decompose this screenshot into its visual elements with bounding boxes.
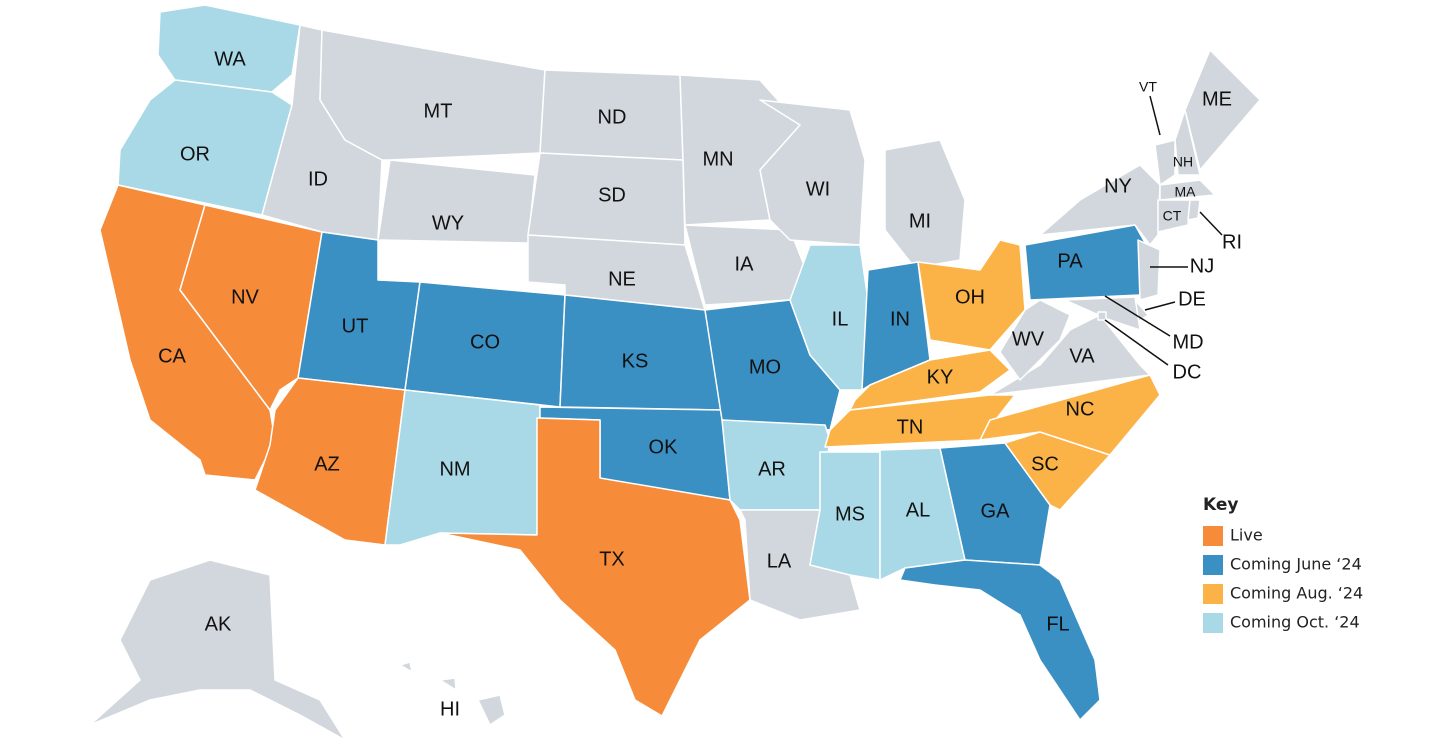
state (939, 442, 1051, 566)
state (319, 29, 546, 161)
state (439, 417, 751, 717)
key-label: Coming June ‘24 (1230, 555, 1362, 574)
state (477, 694, 506, 726)
state (117, 79, 293, 216)
state-label: SC (1031, 453, 1059, 475)
state-label: ID (308, 168, 328, 190)
key-label: Live (1230, 526, 1263, 545)
state-label: NH (1173, 154, 1193, 170)
state (884, 139, 966, 269)
state-label: KS (622, 350, 649, 372)
key-label: Coming Oct. ‘24 (1230, 613, 1360, 632)
state-label: MO (749, 356, 781, 378)
state-label: ND (598, 106, 627, 128)
state-label: MD (1172, 331, 1203, 353)
state (999, 299, 1071, 381)
state-label: FL (1046, 613, 1069, 635)
state (1184, 49, 1261, 171)
state-label: MA (1175, 184, 1197, 200)
state (1187, 199, 1201, 221)
state-label: WV (1012, 328, 1045, 350)
state (1097, 311, 1107, 321)
state-label: LA (767, 550, 792, 572)
leader-line (1104, 319, 1169, 366)
leader-line (1149, 95, 1161, 136)
state-label: ME (1202, 88, 1232, 110)
state-label: MS (835, 503, 865, 525)
state (1174, 109, 1201, 176)
state (899, 559, 1101, 721)
state-label: OH (955, 286, 985, 308)
labels: WA OR CA NV ID MT WY UT CO AZ NM ND SD NE KS OK TX MN IA MO… (158, 48, 1242, 720)
state-label: MN (702, 148, 733, 170)
state (399, 661, 413, 673)
state (917, 239, 1026, 351)
key-swatch (1203, 526, 1223, 546)
state-label: IL (832, 308, 849, 330)
state-label: CO (470, 331, 500, 353)
state-label: NY (1104, 175, 1132, 197)
state (1024, 224, 1156, 301)
state (1004, 431, 1111, 511)
state-label: AR (758, 458, 786, 480)
state-label: WY (432, 212, 464, 234)
state-label: NV (231, 286, 259, 308)
state (1157, 199, 1191, 233)
leader-line (1144, 301, 1176, 311)
key-swatch (1203, 613, 1223, 633)
state (759, 99, 866, 246)
state (1154, 139, 1176, 186)
state (824, 394, 1016, 448)
state-label: CA (158, 345, 186, 367)
state-label: HI (440, 698, 460, 720)
state-label: KY (927, 366, 954, 388)
state-label: WI (806, 178, 830, 200)
state-label: DC (1173, 361, 1202, 383)
key-swatch (1203, 555, 1223, 575)
state-label: IN (890, 308, 910, 330)
state-label: TN (897, 416, 924, 438)
state-label: AZ (314, 453, 340, 475)
state-label: WA (214, 48, 246, 70)
state-label: GA (981, 500, 1011, 522)
key-swatch (1203, 584, 1223, 604)
state-label: VT (1139, 79, 1157, 95)
key: Key Live Coming June ‘24 Coming Aug. ‘24 Co… (1203, 495, 1363, 633)
state-label: MI (909, 210, 931, 232)
state-label: RI (1222, 231, 1242, 253)
key-label: Coming Aug. ‘24 (1230, 584, 1363, 603)
state-label: CT (1163, 208, 1182, 224)
state (1159, 179, 1216, 201)
state-label: PA (1057, 250, 1083, 272)
states (89, 4, 1261, 741)
state-label: MT (424, 100, 453, 122)
state-label: AK (205, 613, 232, 635)
state-label: NJ (1190, 255, 1214, 277)
state-label: VA (1069, 345, 1095, 367)
state-label: SD (598, 184, 626, 206)
state (157, 4, 301, 93)
state-label: TX (599, 548, 625, 570)
state (789, 244, 869, 391)
leader-line (1104, 295, 1171, 337)
state-label: NM (439, 458, 470, 480)
state-label: NE (608, 268, 636, 290)
state-label: UT (342, 315, 369, 337)
state (89, 559, 346, 741)
state-label: NC (1066, 398, 1095, 420)
state-label: IA (735, 253, 755, 275)
state (1137, 239, 1161, 301)
leader-line (1199, 211, 1223, 236)
state-label: OR (180, 143, 210, 165)
state-label: DE (1178, 288, 1206, 310)
state-label: OK (649, 436, 679, 458)
state (439, 677, 457, 691)
state-label: AL (906, 499, 930, 521)
key-title: Key (1203, 495, 1239, 515)
